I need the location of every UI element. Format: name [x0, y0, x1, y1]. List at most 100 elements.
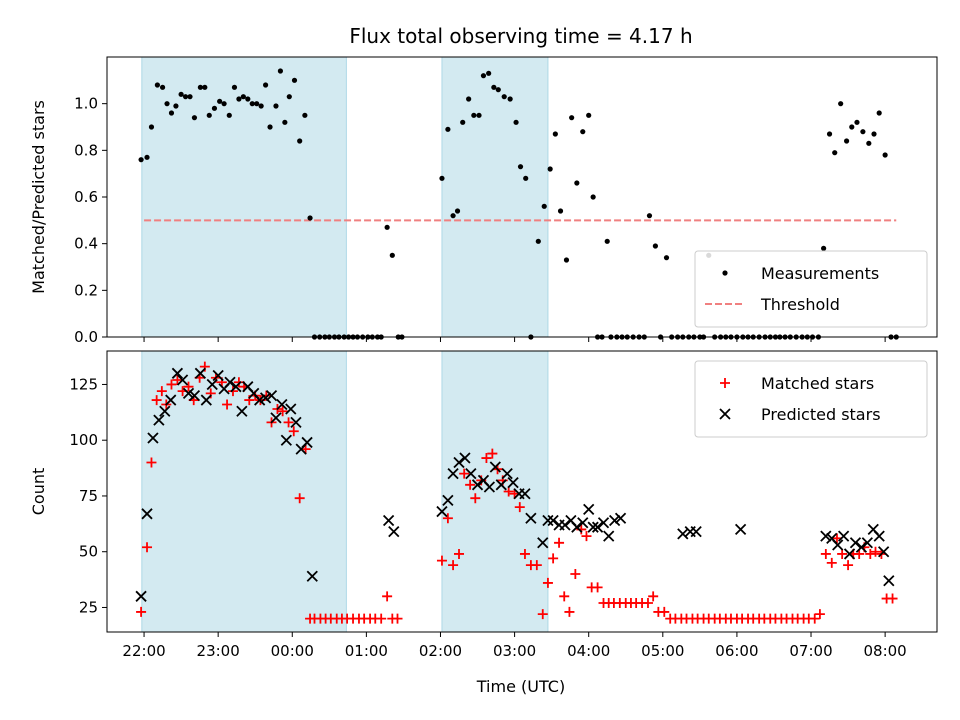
data-point [206, 112, 212, 118]
data-point [197, 84, 203, 90]
data-point [436, 555, 447, 566]
data-point [483, 481, 496, 493]
y-tick-label: 25 [79, 598, 98, 616]
data-point [212, 369, 224, 382]
data-point [168, 110, 175, 116]
data-point [837, 548, 848, 559]
data-point [866, 140, 872, 146]
data-point [883, 575, 895, 587]
data-point [138, 157, 144, 163]
chart-title: Flux total observing time = 4.17 h [349, 24, 692, 48]
data-point [865, 548, 876, 559]
data-point [882, 152, 888, 158]
data-point [501, 94, 507, 100]
data-point [597, 517, 610, 529]
data-point [187, 94, 193, 100]
data-point [436, 505, 448, 518]
x-tick-label: 22:00 [122, 642, 165, 660]
x-tick-label: 03:00 [493, 642, 536, 660]
data-point [514, 502, 525, 513]
data-point [652, 243, 658, 249]
data-point [843, 560, 854, 571]
data-point [382, 591, 393, 602]
data-point [171, 367, 184, 379]
x-tick-label: 04:00 [567, 642, 610, 660]
data-point [614, 512, 627, 524]
data-point [392, 613, 403, 624]
data-point [182, 387, 195, 400]
legend-label: Predicted stars [761, 405, 881, 424]
data-point [491, 84, 497, 90]
axes-frame [106, 350, 938, 633]
data-point [276, 398, 288, 411]
data-point [291, 77, 298, 83]
data-point [537, 609, 548, 620]
legend-swatch [722, 270, 728, 276]
data-point [552, 131, 558, 137]
data-point [254, 394, 266, 406]
data-point [144, 154, 150, 160]
data-point [557, 208, 564, 214]
data-point [165, 394, 177, 406]
data-point [222, 399, 233, 410]
x-axis-label: Time (UTC) [476, 677, 565, 696]
legend-box [694, 250, 928, 328]
data-point [442, 494, 454, 507]
data-point [861, 537, 873, 549]
x-tick-label: 05:00 [641, 642, 684, 660]
data-point [382, 514, 395, 527]
data-point [153, 414, 165, 426]
data-point [188, 389, 201, 402]
data-point [554, 537, 565, 548]
data-point [176, 374, 189, 386]
data-point [217, 98, 223, 104]
data-point [154, 82, 160, 88]
data-point [194, 367, 207, 379]
y-tick-label: 50 [79, 543, 98, 561]
data-point [519, 488, 531, 500]
data-point [838, 101, 844, 107]
data-point [581, 531, 592, 542]
data-point [459, 468, 470, 479]
data-point [577, 517, 589, 529]
y-axis-label: Count [29, 468, 48, 516]
data-point [820, 548, 831, 559]
data-point [442, 513, 453, 524]
data-point [200, 394, 212, 406]
data-point [471, 112, 477, 118]
data-point [282, 119, 288, 125]
data-point [148, 124, 155, 130]
data-point [453, 456, 465, 469]
data-point [301, 436, 313, 449]
y-tick-label: 125 [69, 375, 98, 393]
data-point [878, 546, 890, 558]
data-point [587, 521, 599, 533]
data-point [648, 591, 659, 602]
x-tick-label: 00:00 [271, 642, 314, 660]
data-point [294, 493, 305, 504]
data-point [826, 557, 837, 568]
data-point [519, 548, 530, 559]
data-point [273, 103, 279, 109]
data-point [592, 582, 603, 593]
legend-label: Measurements [761, 264, 879, 283]
data-point [466, 96, 472, 102]
data-point [501, 468, 513, 480]
data-point [302, 112, 308, 118]
observing-window-1 [441, 351, 548, 632]
data-point [826, 131, 833, 137]
data-point [489, 461, 501, 473]
data-point [564, 606, 575, 617]
data-point [183, 381, 194, 392]
data-point [832, 539, 844, 551]
y-tick-label: 0.4 [74, 235, 98, 253]
observing-window-1 [441, 57, 548, 337]
data-point [523, 175, 529, 181]
data-point [642, 598, 653, 609]
y-tick-label: 0.8 [74, 141, 98, 159]
data-point [277, 406, 288, 417]
data-point [854, 119, 860, 125]
data-point [542, 514, 554, 527]
data-point [297, 138, 303, 144]
x-tick-label: 23:00 [197, 642, 240, 660]
